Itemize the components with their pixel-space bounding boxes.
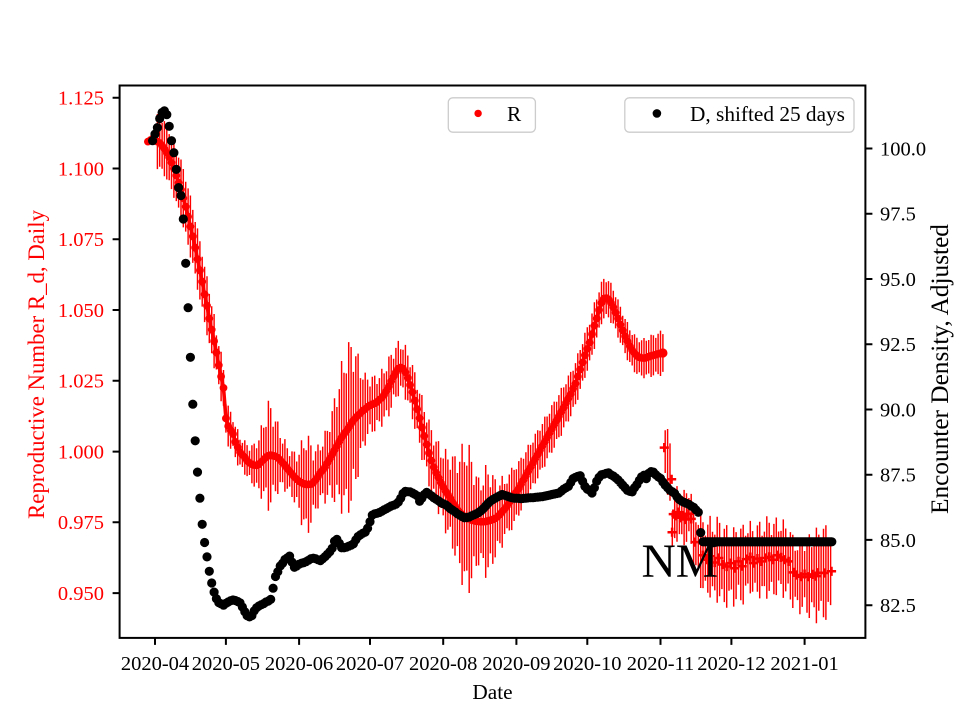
svg-text:2020-08: 2020-08 — [409, 653, 477, 675]
svg-text:2020-06: 2020-06 — [265, 653, 333, 675]
svg-text:Encounter Density, Adjusted: Encounter Density, Adjusted — [926, 224, 954, 514]
svg-text:2020-05: 2020-05 — [192, 653, 260, 675]
svg-text:2020-09: 2020-09 — [482, 653, 550, 675]
svg-text:100.0: 100.0 — [880, 138, 926, 160]
svg-text:1.025: 1.025 — [58, 371, 104, 393]
svg-text:2020-11: 2020-11 — [627, 653, 695, 675]
svg-text:0.975: 0.975 — [58, 512, 104, 534]
svg-text:Date: Date — [472, 680, 512, 704]
svg-text:NM: NM — [642, 536, 719, 588]
svg-text:D, shifted 25 days: D, shifted 25 days — [690, 102, 845, 126]
svg-text:2020-04: 2020-04 — [121, 653, 189, 675]
svg-text:90.0: 90.0 — [880, 399, 916, 421]
svg-text:1.000: 1.000 — [58, 441, 104, 463]
svg-text:95.0: 95.0 — [880, 269, 916, 291]
svg-text:92.5: 92.5 — [880, 334, 916, 356]
svg-text:0.950: 0.950 — [58, 583, 104, 605]
svg-text:2021-01: 2021-01 — [770, 653, 838, 675]
svg-text:R: R — [507, 102, 522, 126]
svg-text:2020-10: 2020-10 — [553, 653, 621, 675]
svg-text:Reproductive Number R_d, Daily: Reproductive Number R_d, Daily — [24, 209, 49, 519]
svg-text:1.100: 1.100 — [58, 158, 104, 180]
svg-text:85.0: 85.0 — [880, 530, 916, 552]
svg-text:82.5: 82.5 — [880, 595, 916, 617]
svg-text:1.075: 1.075 — [58, 229, 104, 251]
svg-text:2020-12: 2020-12 — [697, 653, 765, 675]
svg-text:1.050: 1.050 — [58, 300, 104, 322]
svg-text:1.125: 1.125 — [58, 88, 104, 110]
svg-text:87.5: 87.5 — [880, 465, 916, 487]
svg-text:97.5: 97.5 — [880, 204, 916, 226]
svg-text:2020-07: 2020-07 — [336, 653, 404, 675]
